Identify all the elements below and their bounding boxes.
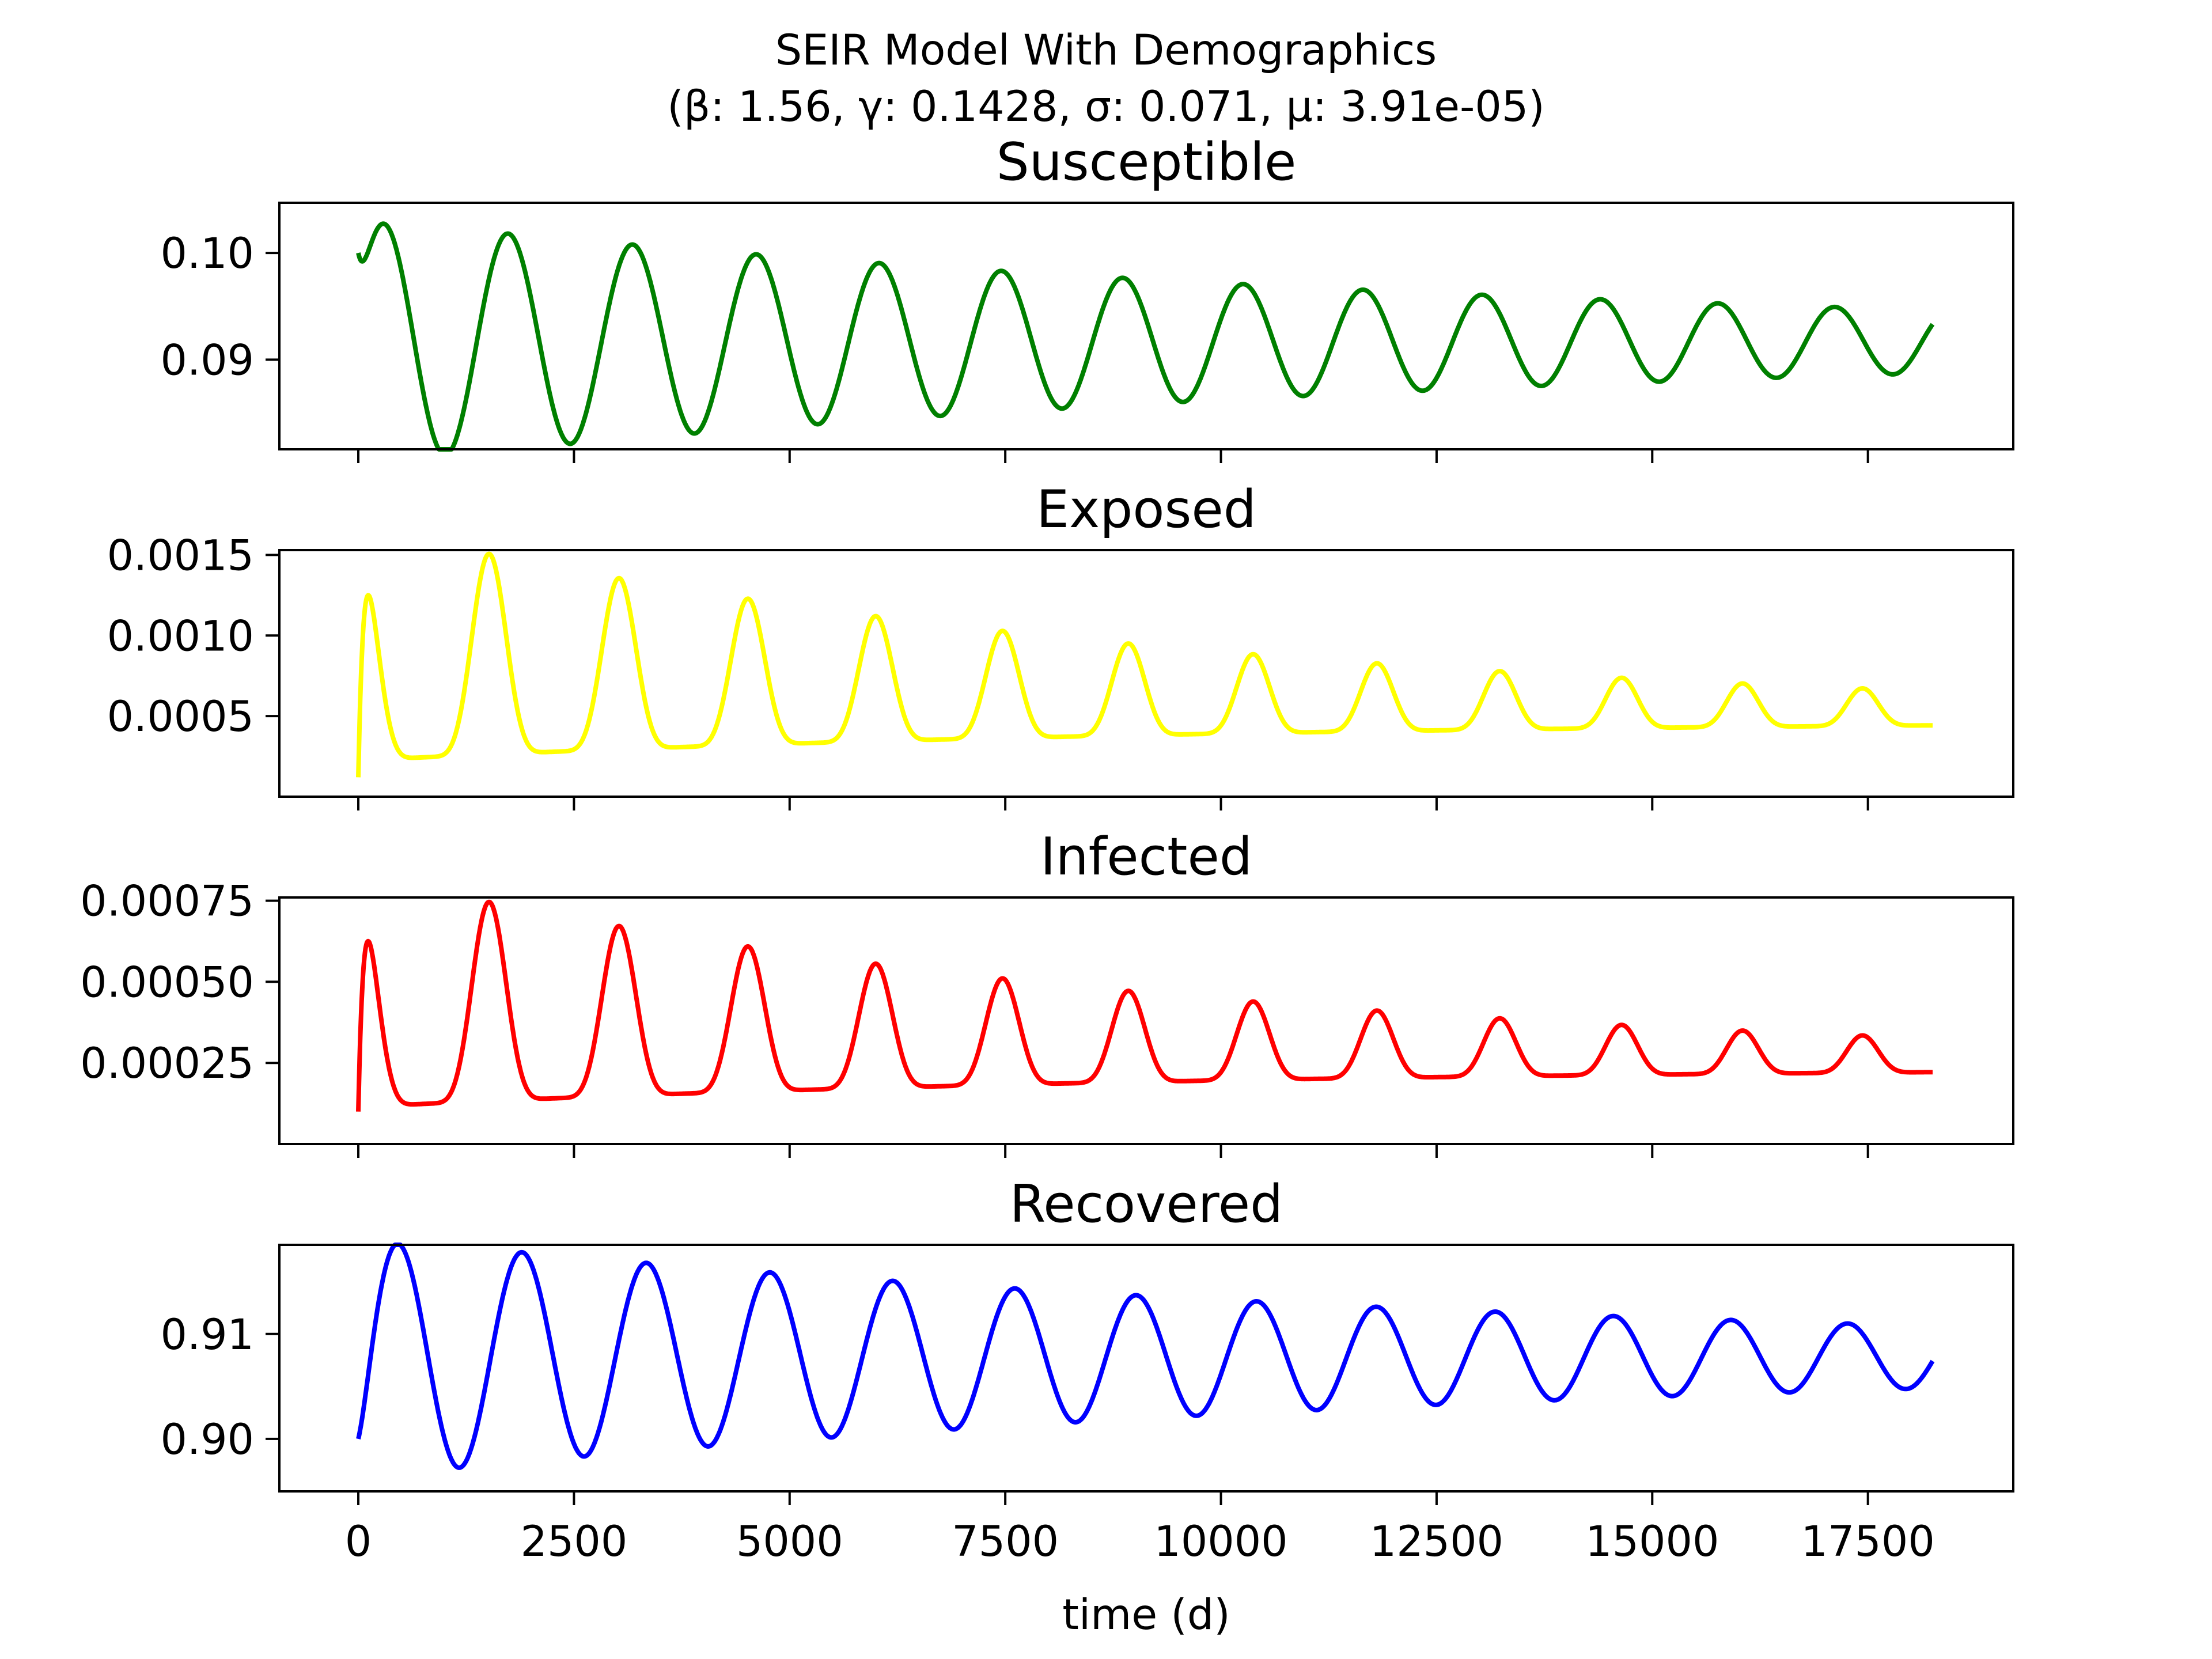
panel-title: Infected <box>1040 827 1252 887</box>
x-axis-label: time (d) <box>1062 1590 1230 1639</box>
x-tick-label: 2500 <box>521 1517 628 1566</box>
y-tick-label: 0.09 <box>160 336 254 385</box>
axes-frame <box>278 1244 2014 1493</box>
panels: Susceptible 0.09 0.10 Exposed 0.0005 0.0010 0.… <box>80 132 2014 1639</box>
y-tick-label: 0.0015 <box>107 531 254 580</box>
y-tick-label: 0.00025 <box>80 1039 254 1088</box>
x-tick-label: 0 <box>345 1517 372 1566</box>
y-tick-label: 0.90 <box>160 1415 254 1464</box>
series-line <box>356 221 1935 452</box>
panel-infected: Infected 0.00025 0.00050 0.00075 <box>80 827 2014 1158</box>
figure-title-line1: SEIR Model With Demographics <box>775 26 1437 75</box>
axes-frame <box>278 202 2014 450</box>
panel-recovered: Recovered 0 2500 5000 7500 10000 12500 15000 175… <box>160 1174 2014 1639</box>
series-line <box>356 899 1934 1112</box>
panel-susceptible: Susceptible 0.09 0.10 <box>160 132 2014 463</box>
figure-title-line2: (β: 1.56, γ: 0.1428, σ: 0.071, μ: 3.91e-… <box>667 82 1545 131</box>
x-tick-label: 5000 <box>736 1517 843 1566</box>
panel-title: Susceptible <box>997 132 1297 192</box>
y-tick-label: 0.10 <box>160 229 254 278</box>
x-tick-label: 7500 <box>952 1517 1059 1566</box>
x-tick-label: 15000 <box>1585 1517 1719 1566</box>
y-tick-label: 0.91 <box>160 1310 254 1359</box>
series-line <box>356 551 1934 778</box>
x-tick-label: 10000 <box>1154 1517 1287 1566</box>
axes-frame <box>278 896 2014 1145</box>
panel-title: Recovered <box>1010 1174 1283 1234</box>
series-line <box>356 1243 1935 1470</box>
panel-exposed: Exposed 0.0005 0.0010 0.0015 <box>107 479 2014 810</box>
panel-title: Exposed <box>1036 479 1256 540</box>
x-tick-label: 17500 <box>1801 1517 1935 1566</box>
y-tick-label: 0.0005 <box>107 692 254 741</box>
axes-frame <box>278 549 2014 798</box>
y-tick-label: 0.0010 <box>107 612 254 661</box>
y-tick-label: 0.00075 <box>80 877 254 926</box>
y-tick-label: 0.00050 <box>80 958 254 1007</box>
x-tick-label: 12500 <box>1370 1517 1503 1566</box>
